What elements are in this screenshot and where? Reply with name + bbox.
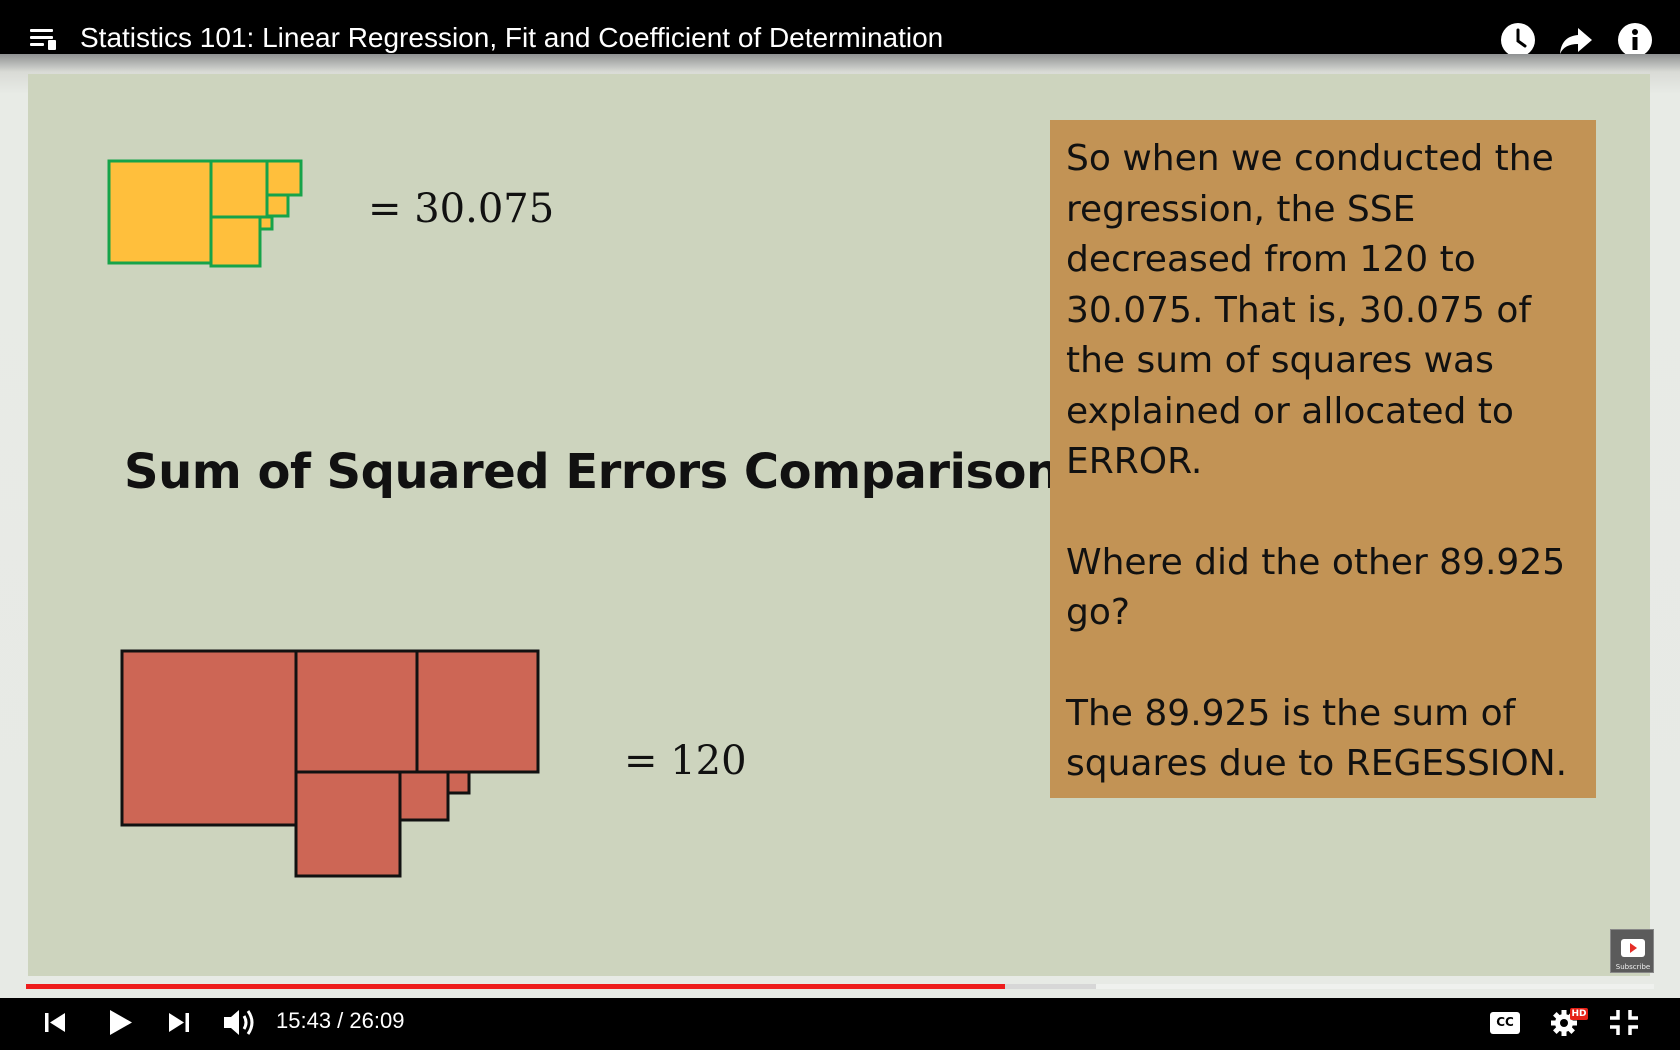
yellow-square <box>265 159 303 197</box>
subscribe-button[interactable]: Subscribe <box>1610 929 1654 973</box>
time-display: 15:43 / 26:09 <box>276 1008 405 1033</box>
playlist-icon[interactable] <box>30 26 56 50</box>
settings-gear-icon[interactable]: HD <box>1548 1002 1590 1042</box>
red-square <box>294 770 402 878</box>
next-icon[interactable] <box>164 1002 194 1042</box>
progress-bar[interactable] <box>0 976 1680 989</box>
captions-icon[interactable]: CC <box>1488 1002 1522 1042</box>
subscribe-label: Subscribe <box>1615 963 1651 971</box>
share-arrow-icon[interactable] <box>1558 22 1594 58</box>
red-square <box>398 770 450 822</box>
youtube-play-icon <box>1621 939 1645 957</box>
red-squares-group <box>120 649 540 878</box>
exit-fullscreen-icon[interactable] <box>1608 1002 1640 1042</box>
watch-later-clock-icon[interactable] <box>1500 22 1536 58</box>
top-bar: Statistics 101: Linear Regression, Fit a… <box>0 0 1680 57</box>
yellow-square <box>258 215 274 231</box>
info-icon[interactable] <box>1617 22 1653 58</box>
hd-badge: HD <box>1571 1009 1587 1019</box>
video-title[interactable]: Statistics 101: Linear Regression, Fit a… <box>80 22 944 53</box>
sst-value-label: = 120 <box>624 738 747 784</box>
progress-played <box>26 984 1006 989</box>
red-square <box>446 770 471 795</box>
red-square <box>415 649 540 774</box>
captions-label: CC <box>1496 1015 1514 1029</box>
yellow-square <box>265 193 290 218</box>
explanation-text-box: So when we conducted the regression, the… <box>1050 120 1596 798</box>
answer-paragraph: The 89.925 is the sum of squares due to … <box>1066 692 1568 785</box>
yellow-squares-group <box>107 159 303 268</box>
volume-icon[interactable] <box>220 1002 260 1042</box>
play-icon[interactable] <box>102 1002 136 1042</box>
yellow-square <box>209 159 269 219</box>
yellow-square <box>209 215 262 268</box>
question-paragraph: Where did the other 89.925 go? <box>1066 541 1566 634</box>
previous-icon[interactable] <box>40 1002 70 1042</box>
sse-value-label: = 30.075 <box>368 186 555 232</box>
explanation-paragraph: So when we conducted the regression, the… <box>1066 138 1554 482</box>
control-bar <box>0 998 1680 1050</box>
red-square <box>120 649 298 827</box>
red-square <box>294 649 419 774</box>
slide-heading: Sum of Squared Errors Comparison <box>124 444 1060 500</box>
yellow-square <box>107 159 213 265</box>
